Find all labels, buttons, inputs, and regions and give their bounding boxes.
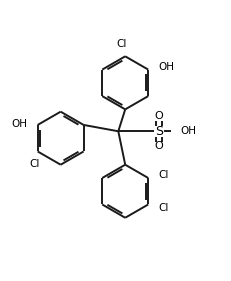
- Text: Cl: Cl: [116, 39, 126, 49]
- Text: OH: OH: [157, 62, 173, 72]
- Text: Cl: Cl: [29, 159, 39, 169]
- Text: Cl: Cl: [157, 203, 167, 213]
- Text: O: O: [154, 141, 162, 151]
- Text: Cl: Cl: [157, 169, 167, 180]
- Text: O: O: [154, 111, 162, 121]
- Text: OH: OH: [11, 119, 27, 129]
- Text: OH: OH: [180, 126, 196, 136]
- Text: S: S: [154, 125, 162, 138]
